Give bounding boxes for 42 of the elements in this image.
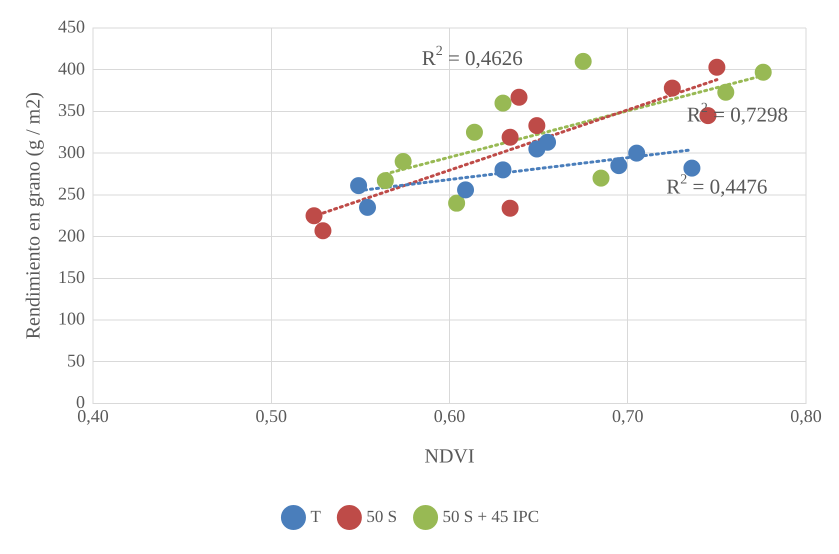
y-tick-label: 300 (58, 142, 85, 162)
y-tick-label: 450 (58, 16, 85, 37)
point (574, 52, 592, 70)
point (510, 88, 528, 106)
point (314, 222, 332, 240)
x-tick-label: 0,80 (790, 406, 822, 426)
point (717, 84, 734, 101)
y-tick-label: 250 (58, 184, 85, 204)
y-tick-label: 50 (67, 350, 85, 370)
point (457, 181, 474, 198)
point (708, 58, 726, 76)
x-tick-label: 0,50 (256, 406, 287, 426)
legend-label: 50 S + 45 IPC (442, 506, 540, 526)
point (494, 94, 512, 112)
point (448, 194, 466, 212)
y-tick-label: 350 (58, 100, 85, 120)
y-tick-label: 200 (58, 225, 85, 246)
y-tick-label: 150 (58, 267, 85, 287)
point (350, 177, 368, 194)
point (628, 144, 646, 162)
x-tick-label: 0,70 (612, 406, 644, 426)
point (592, 170, 610, 187)
point (539, 134, 556, 151)
point (494, 161, 512, 178)
point (754, 64, 772, 81)
legend-label: T (310, 506, 322, 526)
point (610, 157, 628, 174)
point (394, 152, 412, 170)
point (502, 128, 519, 146)
y-tick-label: 400 (58, 58, 85, 78)
point (528, 117, 546, 134)
point (306, 207, 323, 224)
point (502, 200, 519, 217)
legend-label: 50 S (366, 506, 398, 526)
x-tick-label: 0,60 (434, 406, 466, 426)
point (664, 80, 681, 97)
point (376, 172, 394, 190)
y-axis-title: Rendimiento en grano (g / m2) (22, 92, 44, 340)
point (359, 198, 376, 216)
point (466, 124, 483, 141)
x-axis-title: NDVI (424, 445, 474, 468)
y-tick-label: 100 (58, 308, 85, 329)
